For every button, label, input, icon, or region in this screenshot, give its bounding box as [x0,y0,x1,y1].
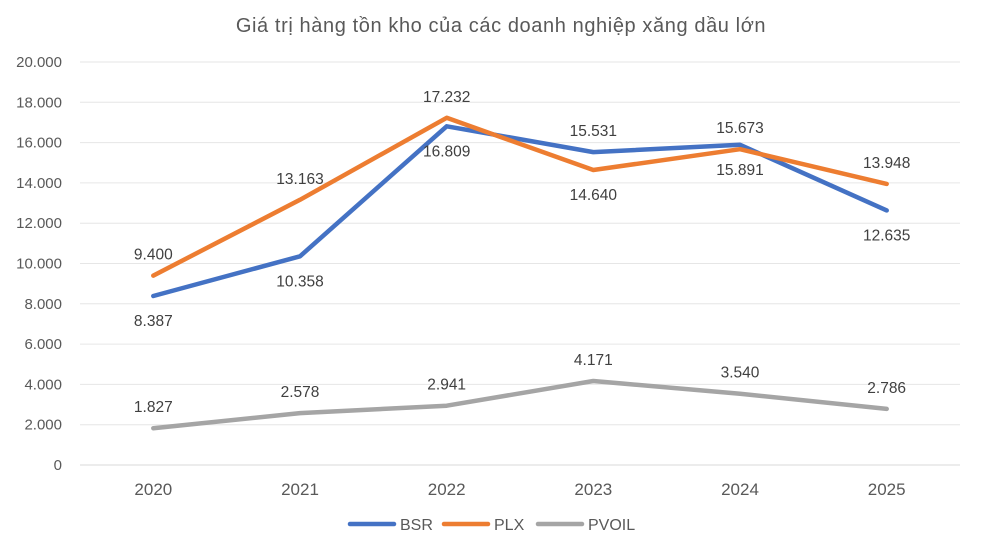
data-label-bsr: 15.891 [716,162,763,179]
data-label-pvoil: 1.827 [134,399,173,416]
data-label-pvoil: 4.171 [574,352,613,369]
legend: BSR PLX PVOIL [347,517,635,534]
y-tick-label: 0 [54,457,62,474]
data-label-plx: 13.163 [276,171,323,188]
data-label-plx: 14.640 [570,187,618,204]
x-tick-label: 2020 [134,480,172,499]
y-tick-label: 10.000 [16,256,62,273]
data-label-pvoil: 2.941 [427,377,466,394]
data-label-bsr: 12.635 [863,227,910,244]
data-label-bsr: 10.358 [276,273,323,290]
y-tick-label: 8.000 [24,296,62,313]
y-tick-label: 6.000 [24,336,62,353]
y-tick-label: 18.000 [16,94,62,111]
chart-title: Giá trị hàng tồn kho của các doanh nghiệ… [236,15,766,37]
data-label-pvoil: 2.578 [281,384,320,401]
x-axis: 2020 2021 2022 2023 2024 2025 [134,480,905,499]
data-label-plx: 9.400 [134,247,173,264]
legend-label: PVOIL [588,517,635,534]
data-label-bsr: 16.809 [423,143,470,160]
legend-label: BSR [400,517,433,534]
data-label-bsr: 8.387 [134,313,173,330]
y-tick-label: 2.000 [24,417,62,434]
data-label-plx: 15.673 [716,120,763,137]
y-tick-label: 20.000 [16,54,62,71]
y-axis: 0 2.000 4.000 6.000 8.000 10.000 12.000 14.000 1… [16,54,62,474]
y-tick-label: 14.000 [16,175,62,192]
series-line-pvoil [151,378,889,431]
series-line-bsr [151,124,889,299]
x-tick-label: 2025 [868,480,906,499]
y-tick-label: 12.000 [16,215,62,232]
data-label-bsr: 15.531 [570,123,617,140]
series-group [151,115,889,431]
data-label-plx: 17.232 [423,89,470,106]
legend-item-pvoil: PVOIL [535,517,635,534]
data-label-plx: 13.948 [863,155,910,172]
legend-item-plx: PLX [441,517,525,534]
data-labels: 8.387 10.358 16.809 15.531 15.891 12.635 9.400… [134,89,910,416]
legend-item-bsr: BSR [347,517,433,534]
data-label-pvoil: 2.786 [867,380,906,397]
x-tick-label: 2021 [281,480,319,499]
legend-label: PLX [494,517,525,534]
y-tick-label: 16.000 [16,135,62,152]
x-tick-label: 2023 [574,480,612,499]
x-tick-label: 2022 [428,480,466,499]
y-tick-label: 4.000 [24,376,62,393]
data-label-pvoil: 3.540 [721,365,760,382]
series-line-plx [151,115,889,278]
x-tick-label: 2024 [721,480,759,499]
